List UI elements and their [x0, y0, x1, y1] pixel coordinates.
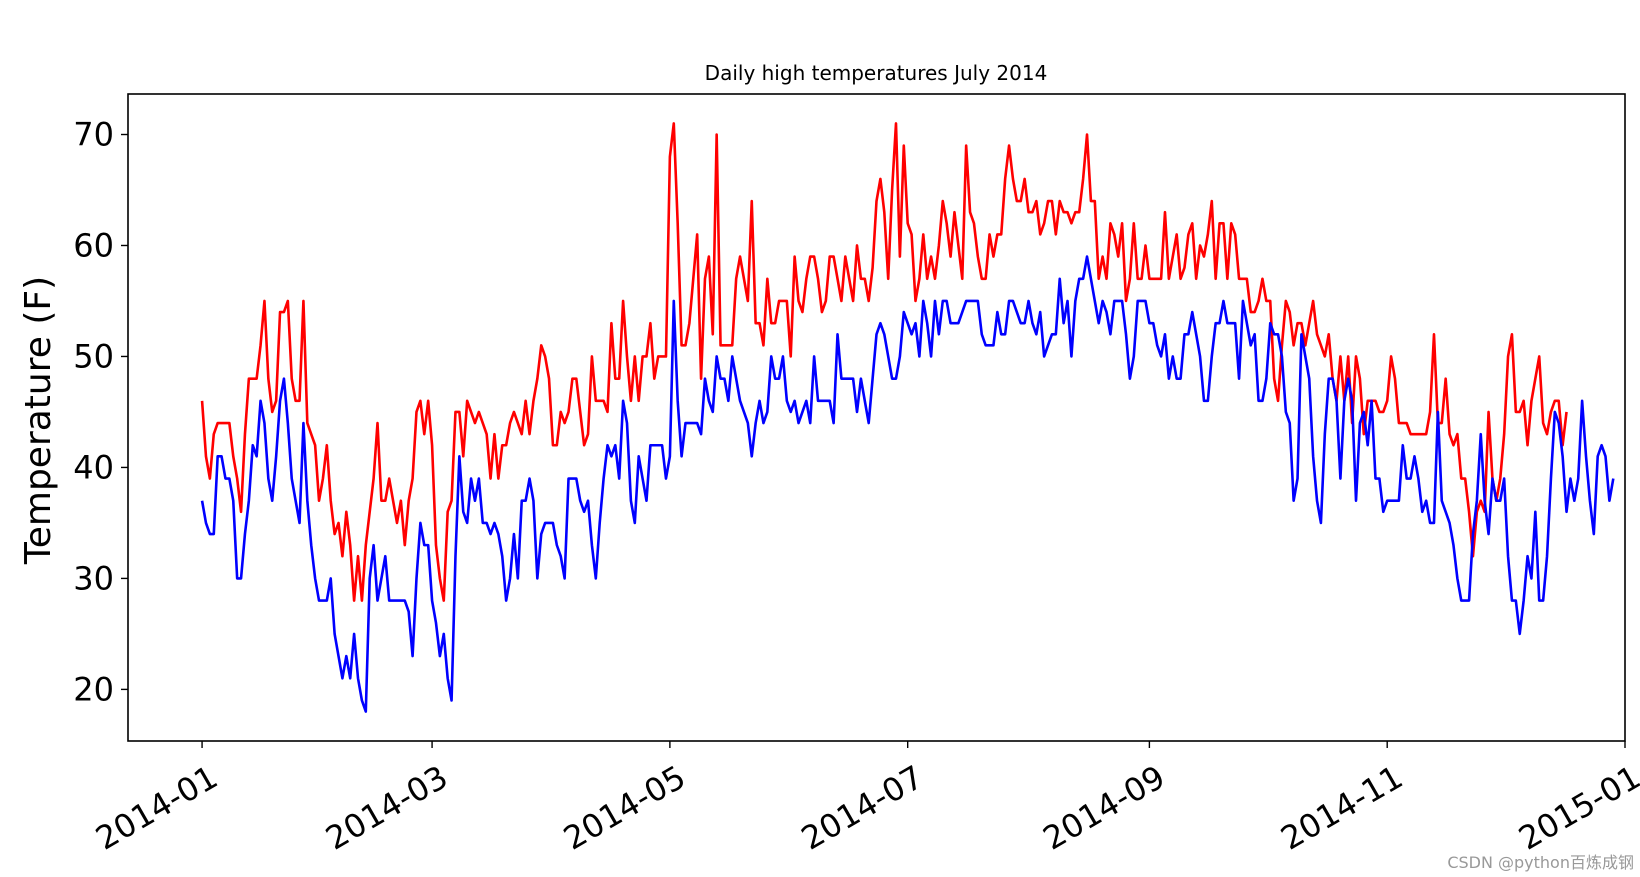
watermark: CSDN @python百炼成钢 [1447, 853, 1634, 872]
plot-frame [127, 93, 1626, 742]
y-tick-label: 50 [73, 337, 114, 375]
y-tick-label: 20 [73, 670, 114, 708]
y-tick-label: 70 [73, 116, 114, 154]
y-tick-label: 40 [73, 448, 114, 486]
y-axis-label: Temperature (F) [18, 276, 59, 565]
y-tick-label: 30 [73, 559, 114, 597]
y-tick-label: 60 [73, 226, 114, 264]
series-line-low [200, 255, 1615, 713]
y-axis: 20 30 40 50 60 70 [73, 116, 128, 708]
series-layer [200, 122, 1615, 713]
series-line-high [200, 122, 1568, 602]
chart-title: Daily high temperatures July 2014 [705, 61, 1048, 85]
